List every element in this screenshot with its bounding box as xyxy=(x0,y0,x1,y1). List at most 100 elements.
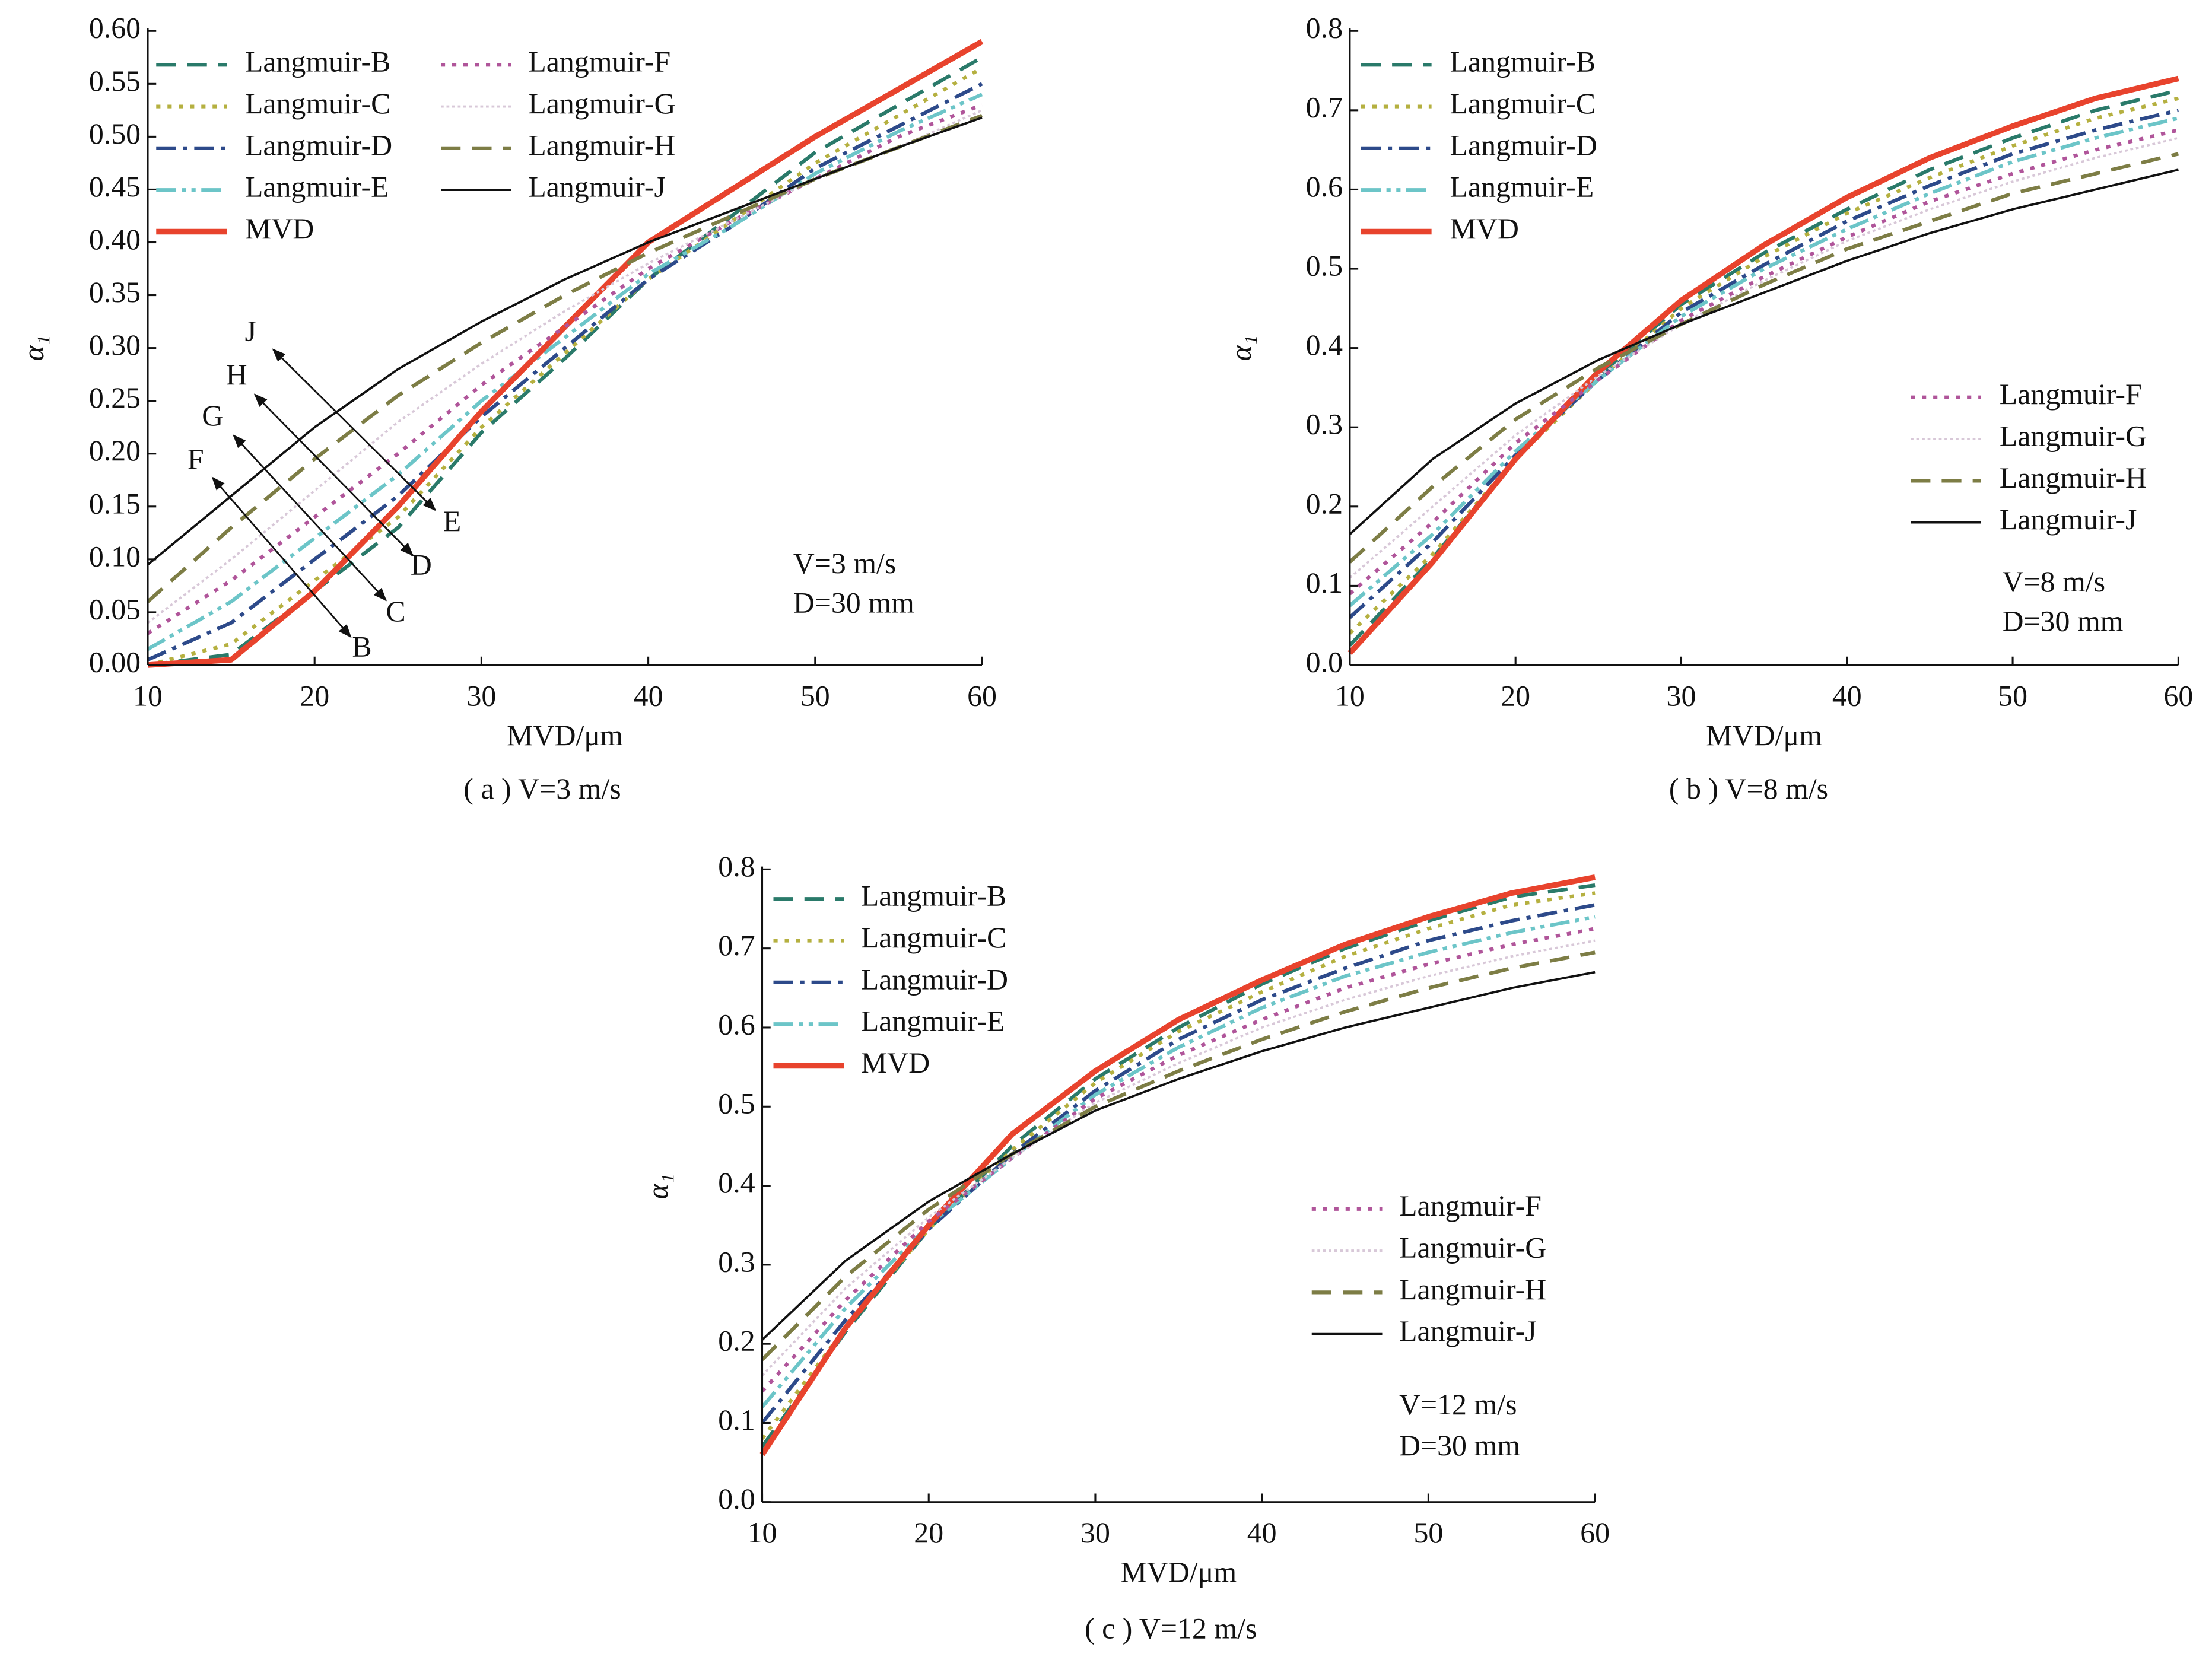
y-tick-label: 0.3 xyxy=(718,1245,755,1278)
legend-label: Langmuir-G xyxy=(1399,1231,1546,1264)
legend-label: Langmuir-J xyxy=(528,171,666,203)
y-tick-label: 0.45 xyxy=(89,170,141,203)
arrow-label: B xyxy=(352,630,371,663)
data-line xyxy=(761,950,1596,1362)
arrow xyxy=(233,434,387,602)
y-axis-title: α₁ xyxy=(17,335,50,361)
y-tick-label: 0.30 xyxy=(89,329,141,361)
x-tick-label: 60 xyxy=(2163,679,2193,712)
annotation: V=3 m/s xyxy=(793,547,897,580)
y-tick-label: 0.20 xyxy=(89,434,141,467)
y-tick-label: 0.5 xyxy=(1306,249,1343,282)
legend-label: Langmuir-F xyxy=(528,46,670,78)
data-line xyxy=(147,93,983,651)
legend-label: Langmuir-E xyxy=(245,171,389,203)
y-tick-label: 0.7 xyxy=(1306,91,1343,123)
legend-label: Langmuir-J xyxy=(2000,503,2137,536)
x-tick-label: 30 xyxy=(1667,679,1696,712)
y-tick-label: 0.00 xyxy=(89,645,141,678)
legend-label: Langmuir-G xyxy=(528,87,675,120)
y-tick-label: 0.15 xyxy=(89,487,141,520)
x-tick-label: 30 xyxy=(466,679,496,712)
x-tick-label: 40 xyxy=(634,679,663,712)
data-line xyxy=(761,939,1596,1376)
caption: ( b ) V=8 m/s xyxy=(1669,772,1828,805)
x-tick-label: 20 xyxy=(914,1516,943,1549)
legend-label: Langmuir-J xyxy=(1399,1315,1537,1347)
x-axis-title: MVD/μm xyxy=(507,719,623,752)
x-tick-label: 20 xyxy=(300,679,329,712)
y-tick-label: 0.8 xyxy=(718,850,755,883)
legend-label: Langmuir-F xyxy=(1399,1190,1542,1222)
y-tick-label: 0.8 xyxy=(1306,12,1343,44)
data-line xyxy=(1348,88,2179,647)
arrow xyxy=(211,476,352,638)
annotation: V=12 m/s xyxy=(1399,1388,1517,1421)
x-axis-title: MVD/μm xyxy=(1120,1556,1237,1589)
x-tick-label: 40 xyxy=(1832,679,1862,712)
y-tick-label: 0.3 xyxy=(1306,408,1343,441)
caption: ( c ) V=12 m/s xyxy=(1085,1613,1257,1645)
legend-label: Langmuir-G xyxy=(2000,419,2147,452)
data-line xyxy=(147,56,983,667)
data-line xyxy=(761,971,1596,1341)
legend-label: Langmuir-B xyxy=(245,46,390,78)
annotation: D=30 mm xyxy=(1399,1429,1520,1462)
y-tick-label: 0.60 xyxy=(89,12,141,44)
x-axis-title: MVD/μm xyxy=(1706,719,1822,752)
x-tick-label: 50 xyxy=(800,679,830,712)
y-tick-label: 0.6 xyxy=(1306,170,1343,203)
legend-label: Langmuir-C xyxy=(245,87,390,120)
data-line xyxy=(759,874,1596,1456)
y-tick-label: 0.55 xyxy=(89,65,141,97)
x-tick-label: 50 xyxy=(1413,1516,1443,1549)
y-tick-label: 0.0 xyxy=(1306,645,1343,678)
legend-label: Langmuir-E xyxy=(1450,171,1594,203)
legend-label: MVD xyxy=(245,212,314,245)
arrow-label: C xyxy=(386,595,405,628)
legend-label: Langmuir-H xyxy=(528,129,675,161)
legend-label: Langmuir-B xyxy=(1450,46,1596,78)
x-tick-label: 10 xyxy=(1335,679,1365,712)
arrow-label: D xyxy=(411,549,432,581)
arrow xyxy=(253,393,414,556)
data-line xyxy=(1348,152,2179,564)
data-line xyxy=(1347,75,2179,656)
legend-label: MVD xyxy=(1450,212,1519,245)
legend-label: Langmuir-C xyxy=(861,921,1006,954)
legend-label: Langmuir-D xyxy=(245,129,392,161)
y-tick-label: 0.40 xyxy=(89,223,141,256)
y-tick-label: 0.7 xyxy=(718,929,755,962)
x-tick-label: 10 xyxy=(133,679,163,712)
y-tick-label: 0.25 xyxy=(89,381,141,414)
annotation: D=30 mm xyxy=(2003,605,2124,638)
legend-label: Langmuir-D xyxy=(1450,129,1597,161)
legend-label: Langmuir-H xyxy=(1399,1273,1546,1306)
y-tick-label: 0.2 xyxy=(718,1325,755,1357)
x-tick-label: 50 xyxy=(1998,679,2027,712)
data-line xyxy=(1348,116,2179,608)
data-line xyxy=(1348,108,2179,619)
arrow xyxy=(272,348,437,511)
legend-label: Langmuir-D xyxy=(861,963,1008,996)
y-axis-title: α₁ xyxy=(1225,335,1257,361)
x-tick-label: 60 xyxy=(1580,1516,1610,1549)
y-tick-label: 0.5 xyxy=(718,1087,755,1120)
x-tick-label: 10 xyxy=(748,1516,777,1549)
arrow-label: J xyxy=(245,314,256,347)
legend-label: MVD xyxy=(861,1047,930,1079)
legend-label: Langmuir-B xyxy=(861,880,1006,912)
legend-label: Langmuir-F xyxy=(2000,378,2142,411)
data-line xyxy=(1349,136,2179,579)
x-tick-label: 40 xyxy=(1247,1516,1277,1549)
legend-label: Langmuir-H xyxy=(2000,462,2147,494)
y-tick-label: 0.6 xyxy=(718,1008,755,1041)
x-tick-label: 60 xyxy=(967,679,997,712)
x-tick-label: 20 xyxy=(1501,679,1530,712)
annotation: V=8 m/s xyxy=(2003,565,2106,598)
data-line xyxy=(761,891,1596,1440)
y-tick-label: 0.1 xyxy=(718,1404,755,1436)
arrow-label: F xyxy=(187,443,204,475)
y-tick-label: 0.35 xyxy=(89,276,141,308)
arrow-label: E xyxy=(443,505,461,538)
